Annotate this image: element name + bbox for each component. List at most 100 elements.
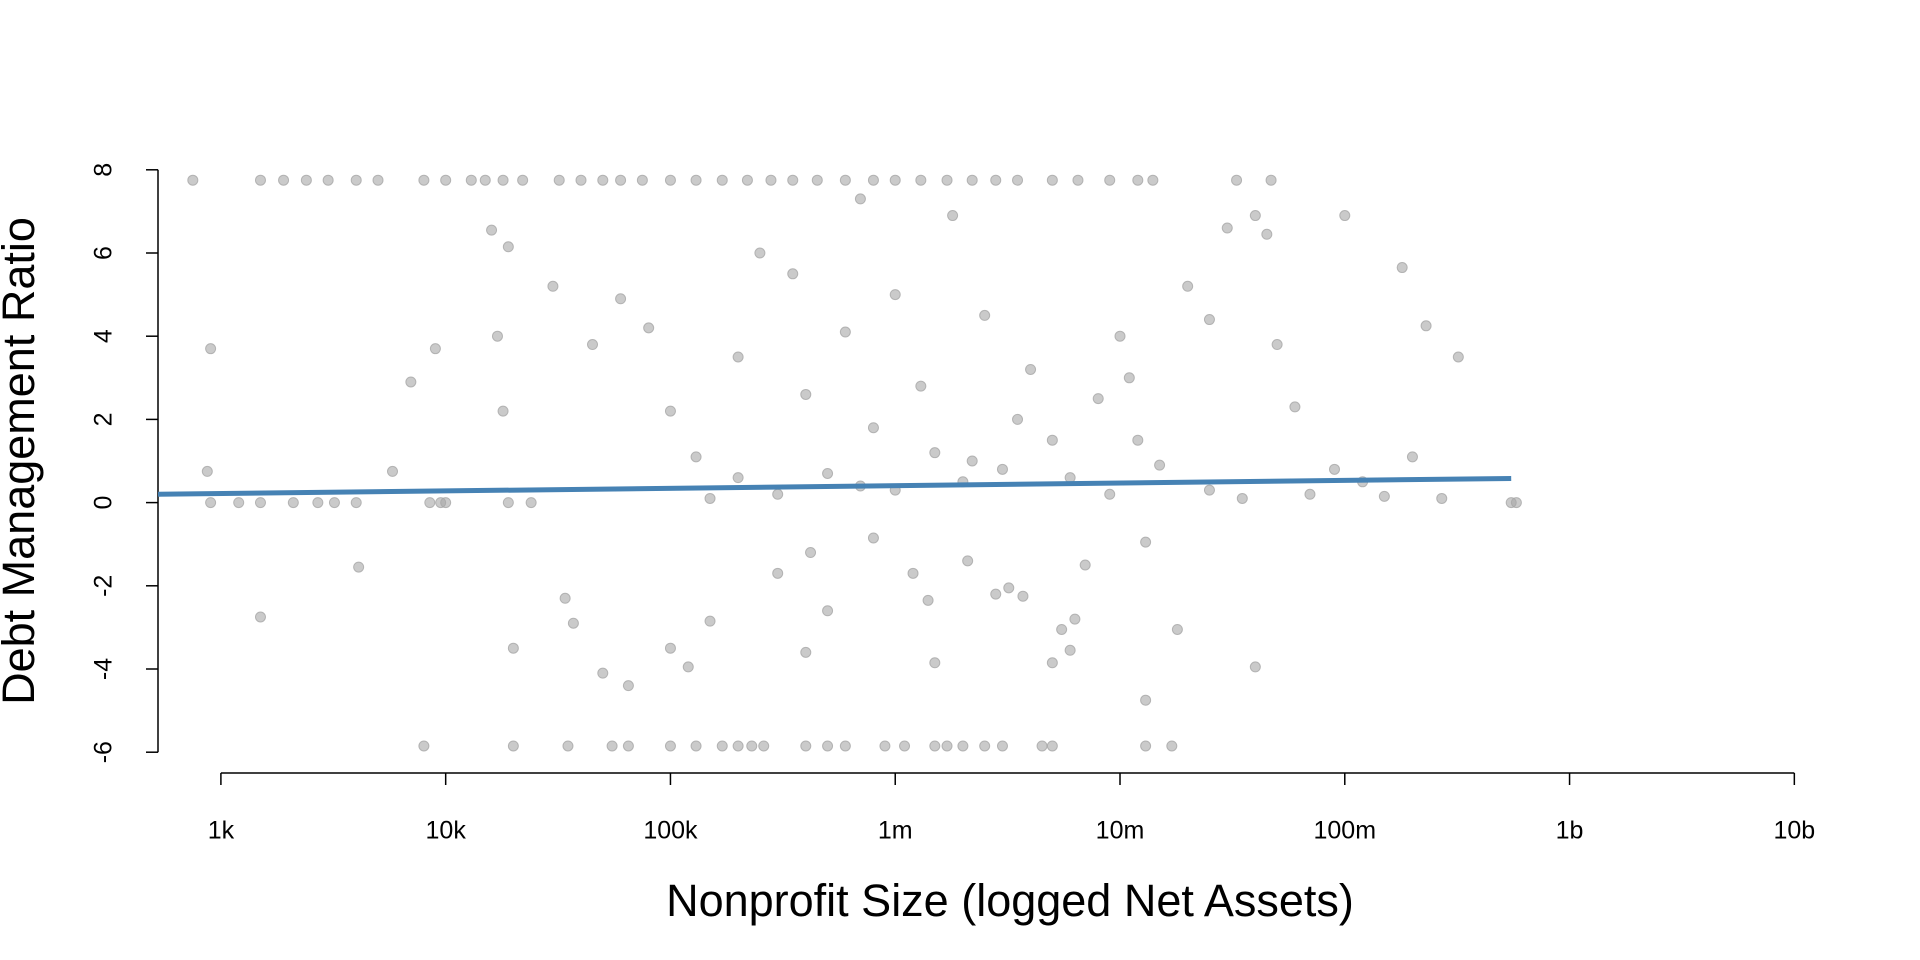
point [597, 667, 609, 679]
y-tick-label: 4 [90, 329, 118, 343]
point [899, 740, 911, 752]
y-tick-label: -2 [90, 575, 118, 597]
point [372, 174, 384, 186]
point [254, 611, 266, 623]
x-tick-label: 1b [1556, 817, 1584, 845]
point [350, 497, 362, 509]
point [1249, 210, 1261, 222]
point [440, 497, 452, 509]
point [915, 174, 927, 186]
point [732, 351, 744, 363]
point [1079, 559, 1091, 571]
point [772, 488, 784, 500]
point [867, 532, 879, 544]
point [1140, 740, 1152, 752]
point [429, 343, 441, 355]
point [758, 740, 770, 752]
point [1132, 174, 1144, 186]
y-tick-label: 0 [90, 496, 118, 510]
point [1510, 497, 1522, 509]
y-tick-label: 6 [90, 246, 118, 260]
point [636, 174, 648, 186]
point [704, 492, 716, 504]
point [1104, 488, 1116, 500]
point [664, 405, 676, 417]
point [941, 174, 953, 186]
point [497, 174, 509, 186]
point [822, 605, 834, 617]
point [606, 740, 618, 752]
point [1182, 280, 1194, 292]
point [822, 467, 834, 479]
point [1304, 488, 1316, 500]
point [1046, 434, 1058, 446]
point [1171, 623, 1183, 635]
point [1265, 174, 1277, 186]
point [800, 646, 812, 658]
y-tick-label: 2 [90, 412, 118, 426]
point [1072, 174, 1084, 186]
point [664, 174, 676, 186]
point [1036, 740, 1048, 752]
point [741, 174, 753, 186]
point [979, 309, 991, 321]
point [732, 472, 744, 484]
point [1236, 492, 1248, 504]
point [716, 174, 728, 186]
point [1221, 222, 1233, 234]
y-tick-label: 8 [90, 163, 118, 177]
point [746, 740, 758, 752]
point [547, 280, 559, 292]
point [1406, 451, 1418, 463]
point [567, 617, 579, 629]
point [418, 740, 430, 752]
point [1132, 434, 1144, 446]
point [879, 740, 891, 752]
point [597, 174, 609, 186]
point [497, 405, 509, 417]
point [929, 657, 941, 669]
point [465, 174, 477, 186]
point [1328, 463, 1340, 475]
point [300, 174, 312, 186]
point [254, 497, 266, 509]
point [962, 555, 974, 567]
point [690, 174, 702, 186]
point [867, 422, 879, 434]
y-tick-label: -4 [90, 658, 118, 680]
point [787, 268, 799, 280]
point [615, 293, 627, 305]
x-tick-label: 1m [878, 817, 913, 845]
point [502, 241, 514, 253]
point [1056, 623, 1068, 635]
point [1104, 174, 1116, 186]
point [1203, 314, 1215, 326]
point [1396, 262, 1408, 274]
point [525, 497, 537, 509]
point [622, 680, 634, 692]
point [915, 380, 927, 392]
point [941, 740, 953, 752]
point [1046, 657, 1058, 669]
point [1012, 413, 1024, 425]
point [312, 497, 324, 509]
x-axis-title: Nonprofit Size (logged Net Assets) [666, 875, 1354, 926]
point [486, 224, 498, 236]
point [517, 174, 529, 186]
point [1017, 590, 1029, 602]
point [278, 174, 290, 186]
point [1289, 401, 1301, 413]
point [587, 339, 599, 351]
point [854, 193, 866, 205]
point [1025, 363, 1037, 375]
x-tick-label: 10b [1773, 817, 1815, 845]
point [205, 497, 217, 509]
point [716, 740, 728, 752]
point [1271, 339, 1283, 351]
point [322, 174, 334, 186]
point [562, 740, 574, 752]
point [405, 376, 417, 388]
point [1147, 174, 1159, 186]
point [664, 740, 676, 752]
x-tick-label: 100m [1314, 817, 1377, 845]
